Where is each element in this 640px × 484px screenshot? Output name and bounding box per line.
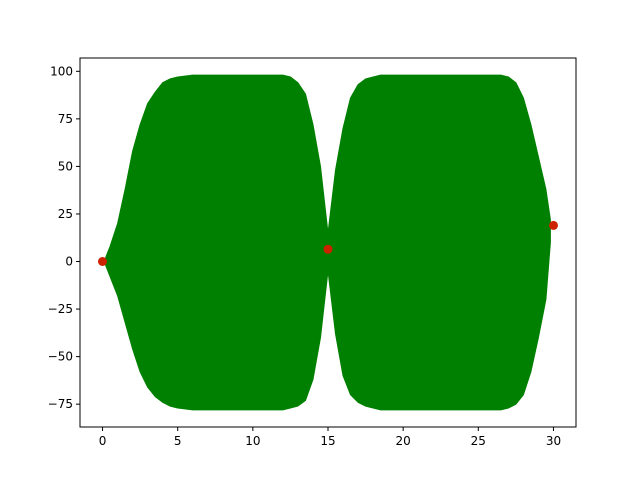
scatter-point [323,244,333,254]
x-tick-label: 20 [396,434,411,448]
y-tick-label: −50 [48,350,73,364]
x-axis: 0 5 10 15 20 25 30 [99,427,561,448]
y-tick-label: 75 [58,112,73,126]
signal-envelope-area [105,74,551,411]
y-axis: −75 −50 −25 0 25 50 75 100 [48,64,80,411]
y-tick-label: −75 [48,397,73,411]
x-tick-label: 5 [174,434,182,448]
y-tick-label: −25 [48,302,73,316]
plot-area [98,74,558,411]
x-tick-label: 25 [471,434,486,448]
y-tick-label: 0 [65,255,73,269]
y-tick-label: 50 [58,159,73,173]
y-tick-label: 100 [50,64,73,78]
x-tick-label: 30 [546,434,561,448]
scatter-point [549,220,558,230]
x-tick-label: 15 [320,434,335,448]
x-tick-label: 0 [99,434,107,448]
x-tick-label: 10 [245,434,260,448]
scatter-point [98,257,107,266]
y-tick-label: 25 [58,207,73,221]
